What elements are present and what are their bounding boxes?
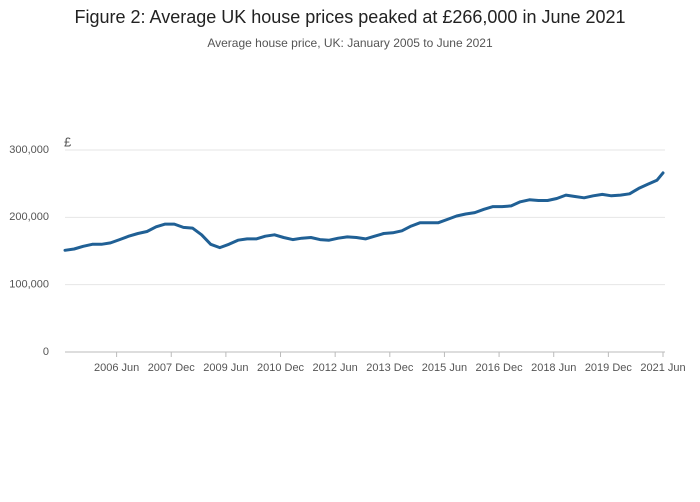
y-tick-label: 200,000 <box>9 211 49 223</box>
x-tick-label: 2015 Jun <box>422 362 467 374</box>
y-axis-label: £ <box>64 134 72 149</box>
x-tick-label: 2019 Dec <box>585 362 633 374</box>
line <box>63 171 665 252</box>
x-tick-label: 2016 Dec <box>476 362 524 374</box>
x-tick-label: 2021 Jun <box>640 362 685 374</box>
chart-subtitle: Average house price, UK: January 2005 to… <box>207 36 493 50</box>
y-tick-label: 100,000 <box>9 279 49 291</box>
x-tick-label: 2013 Dec <box>366 362 414 374</box>
x-tick-label: 2012 Jun <box>313 362 358 374</box>
y-tick-label: 300,000 <box>9 144 49 156</box>
x-tick-label: 2007 Dec <box>148 362 196 374</box>
y-tick-label: 0 <box>43 346 49 358</box>
x-tick-label: 2006 Jun <box>94 362 139 374</box>
x-tick-label: 2009 Jun <box>203 362 248 374</box>
x-tick-label: 2010 Dec <box>257 362 305 374</box>
chart-title: Figure 2: Average UK house prices peaked… <box>74 7 625 27</box>
x-tick-label: 2018 Jun <box>531 362 576 374</box>
